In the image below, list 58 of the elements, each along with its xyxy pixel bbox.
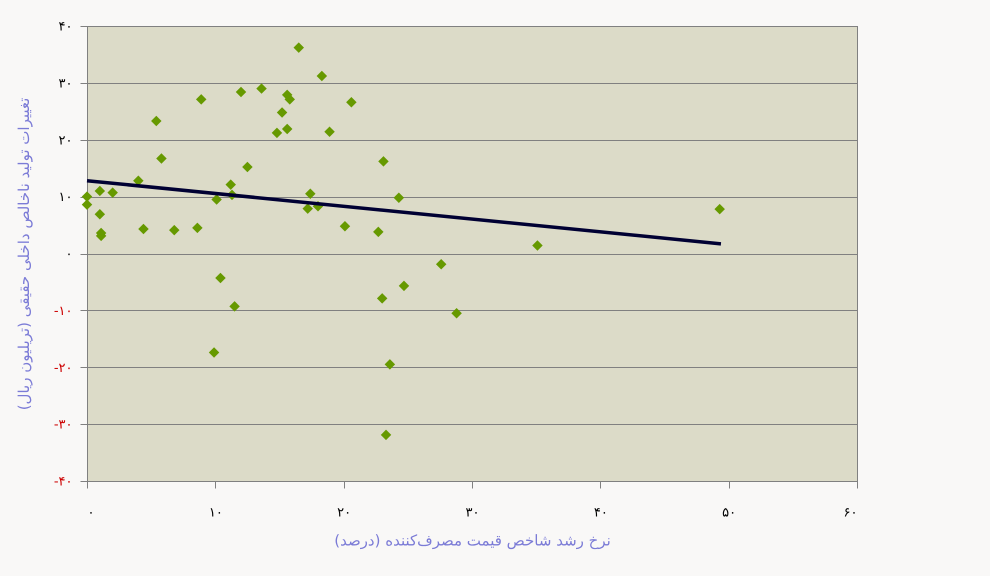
- point: [151, 116, 162, 126]
- point: [532, 240, 543, 251]
- point: [294, 42, 304, 53]
- point: [272, 128, 282, 138]
- point: [384, 359, 396, 370]
- y-tick-label: ۱۰: [58, 190, 72, 206]
- point: [394, 192, 404, 204]
- point: [340, 220, 350, 232]
- x-tick-label: ۶۰: [844, 506, 858, 520]
- point: [316, 70, 328, 82]
- point: [94, 186, 106, 196]
- point: [451, 308, 462, 318]
- point: [156, 153, 167, 164]
- point: [94, 209, 106, 220]
- y-tick-label: -۱۰: [54, 304, 72, 319]
- point: [229, 301, 240, 312]
- y-tick-label: ۲۰: [58, 133, 72, 148]
- point: [302, 203, 313, 214]
- point: [211, 194, 222, 205]
- point: [324, 126, 335, 138]
- x-tick-label: ۵۰: [722, 506, 736, 520]
- point: [282, 124, 292, 134]
- y-tick-label: ۰: [66, 247, 72, 262]
- point: [133, 175, 144, 186]
- x-tick-label: ۱۰: [208, 506, 223, 520]
- point: [373, 226, 384, 238]
- point: [169, 224, 180, 236]
- x-tick-label: ۴۰: [594, 506, 608, 520]
- point: [346, 96, 357, 108]
- x-tick-label: ۲۰: [337, 506, 352, 520]
- y-axis-title: تغییرات تولید ناخالص داخلی حقیقی (تریلیون ریال): [14, 98, 33, 410]
- point: [236, 86, 246, 98]
- y-tick-label: -۲۰: [54, 360, 72, 376]
- point: [192, 222, 203, 234]
- point: [256, 83, 267, 94]
- y-tick-label: -۳۰: [54, 418, 72, 433]
- point: [305, 188, 316, 200]
- point: [107, 187, 118, 198]
- point: [196, 94, 206, 105]
- point: [215, 272, 226, 284]
- y-tick-label: ۳۰: [58, 76, 72, 92]
- point: [208, 347, 220, 358]
- point: [276, 107, 288, 118]
- x-tick-label: ۰: [88, 506, 94, 520]
- point: [284, 94, 296, 105]
- point: [242, 162, 253, 172]
- point: [138, 224, 149, 234]
- point: [378, 156, 389, 167]
- point: [380, 430, 392, 440]
- x-axis-title: نرخ رشد شاخص قیمت مصرف‌کننده (درصد): [334, 532, 611, 550]
- point: [225, 179, 236, 190]
- point: [714, 204, 725, 214]
- y-tick-label: -۴۰: [54, 474, 72, 490]
- y-tick-label: ۴۰: [58, 20, 72, 34]
- x-tick-label: ۳۰: [466, 506, 480, 520]
- point: [376, 293, 388, 304]
- point: [436, 259, 446, 270]
- point: [398, 280, 410, 292]
